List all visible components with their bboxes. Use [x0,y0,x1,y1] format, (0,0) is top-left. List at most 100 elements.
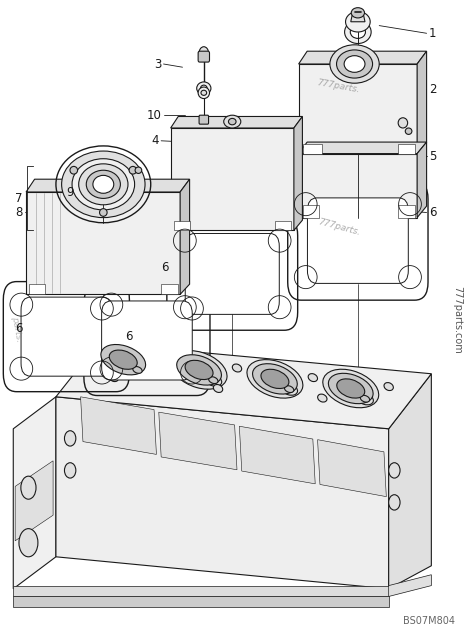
Polygon shape [398,205,415,218]
Polygon shape [13,397,56,589]
FancyBboxPatch shape [101,301,192,380]
Polygon shape [81,397,156,454]
Text: 2: 2 [429,83,437,96]
Ellipse shape [350,26,365,38]
Ellipse shape [79,164,128,205]
Polygon shape [303,144,322,154]
Text: 4: 4 [151,134,159,147]
Ellipse shape [62,151,145,218]
Text: BS07M804: BS07M804 [403,616,455,626]
Ellipse shape [398,118,408,128]
Ellipse shape [101,344,146,375]
Ellipse shape [21,476,36,499]
Polygon shape [29,284,45,294]
Text: 8: 8 [15,206,23,219]
Polygon shape [294,116,302,230]
Ellipse shape [201,90,207,95]
Ellipse shape [198,87,210,99]
Ellipse shape [284,386,294,392]
Polygon shape [56,397,389,589]
Polygon shape [171,116,302,128]
Ellipse shape [109,374,118,381]
Ellipse shape [93,175,114,193]
Polygon shape [417,51,427,154]
Ellipse shape [171,351,227,389]
Ellipse shape [64,431,76,446]
Ellipse shape [72,159,135,210]
Text: 777parts.: 777parts. [317,78,361,95]
Polygon shape [299,51,427,64]
Ellipse shape [209,377,218,383]
Text: 6: 6 [125,330,133,343]
Text: 6: 6 [429,206,437,219]
Ellipse shape [281,383,298,396]
Ellipse shape [328,373,373,404]
Ellipse shape [156,355,166,362]
Text: 3: 3 [154,58,161,70]
FancyBboxPatch shape [185,234,279,314]
Ellipse shape [228,118,236,125]
Text: 777parts.: 777parts. [318,217,362,237]
Ellipse shape [345,20,371,44]
Ellipse shape [261,369,289,388]
Text: 1: 1 [429,27,437,40]
FancyBboxPatch shape [198,51,210,62]
Polygon shape [398,144,415,154]
Polygon shape [15,461,53,541]
Ellipse shape [232,364,242,372]
Polygon shape [174,221,190,230]
Ellipse shape [199,47,209,60]
Ellipse shape [360,396,370,402]
Ellipse shape [201,85,207,92]
Ellipse shape [177,355,221,385]
Ellipse shape [185,360,213,380]
Polygon shape [56,343,431,429]
Ellipse shape [389,463,400,478]
Text: 777parts.com: 777parts.com [452,286,463,354]
Ellipse shape [81,344,90,352]
Polygon shape [26,179,190,192]
Ellipse shape [205,374,222,387]
Text: 6: 6 [15,323,23,335]
Ellipse shape [384,383,393,390]
Ellipse shape [323,369,379,408]
Ellipse shape [247,360,303,398]
Ellipse shape [344,56,365,72]
Ellipse shape [253,364,297,394]
Polygon shape [180,179,190,294]
Ellipse shape [346,12,370,32]
Polygon shape [299,154,417,218]
Ellipse shape [100,209,107,216]
FancyBboxPatch shape [308,198,408,284]
Ellipse shape [356,392,374,405]
Polygon shape [318,440,386,497]
Ellipse shape [133,367,142,373]
Ellipse shape [95,340,151,379]
Polygon shape [389,575,431,596]
Text: 9: 9 [66,186,73,198]
Polygon shape [239,426,315,484]
Text: 7: 7 [15,192,23,205]
Ellipse shape [109,350,137,369]
Polygon shape [351,13,365,22]
Ellipse shape [135,167,142,173]
Polygon shape [159,412,237,470]
Polygon shape [303,205,319,218]
Polygon shape [275,221,291,230]
Polygon shape [13,586,389,596]
Ellipse shape [86,170,120,198]
Ellipse shape [197,82,211,95]
Polygon shape [417,142,427,218]
Ellipse shape [389,495,400,510]
Polygon shape [26,192,180,294]
Polygon shape [299,142,427,154]
Ellipse shape [330,45,379,83]
Polygon shape [299,64,417,154]
Polygon shape [389,374,431,589]
Text: 10: 10 [146,109,161,122]
Polygon shape [13,596,389,607]
Ellipse shape [337,379,365,398]
Ellipse shape [337,50,373,78]
Ellipse shape [405,128,412,134]
Ellipse shape [351,8,365,18]
